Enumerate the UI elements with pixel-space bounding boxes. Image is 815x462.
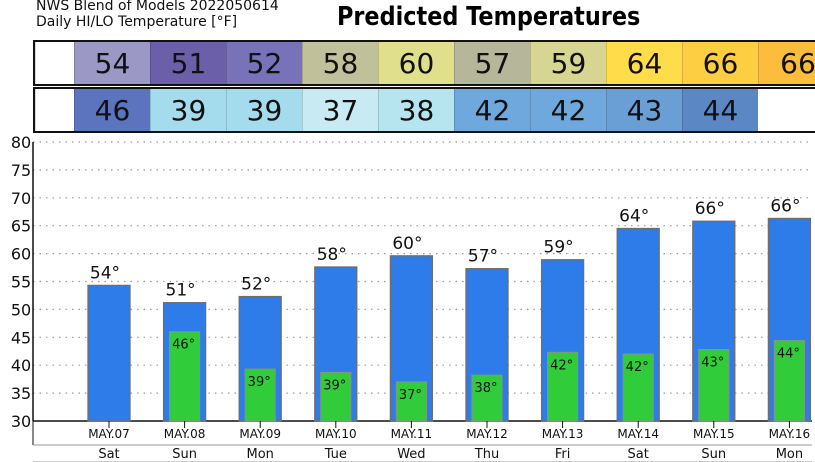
chart-subtitle: Daily HI/LO Temperature [°F]	[36, 14, 238, 30]
high-temperature-cell: 58	[302, 42, 378, 84]
high-temperature-cell: 57	[454, 42, 530, 84]
y-tick-label: 75	[11, 161, 31, 180]
low-temperature-bar	[169, 331, 201, 422]
date-tick-label: MAY.07	[88, 427, 130, 441]
day-tick-label: Fri	[555, 447, 571, 462]
low-temperature-bar	[546, 351, 579, 422]
high-temperature-cell: 60	[378, 42, 454, 84]
low-temperature-label: 37°	[399, 388, 422, 403]
high-temperature-strip: 54 51 52 58 60 57 59 64 66 66	[33, 40, 815, 86]
date-tick-label: MAY.10	[315, 427, 357, 441]
day-tick-label: Sun	[701, 447, 726, 462]
low-temperature-cell: 37	[302, 89, 378, 131]
low-temperature-label: 42°	[550, 358, 573, 373]
y-tick-label: 55	[11, 273, 31, 292]
high-temperature-label: 66°	[770, 196, 800, 216]
high-temperature-label: 58°	[317, 245, 347, 265]
high-temperature-cell: 54	[74, 42, 150, 84]
low-temperature-label: 39°	[248, 375, 271, 390]
low-temperature-cell: 43	[606, 89, 682, 131]
day-tick-label: Mon	[246, 447, 273, 462]
low-temperature-label: 46°	[172, 338, 195, 353]
low-temperature-cell: 42	[530, 89, 606, 131]
high-temperature-label: 57°	[468, 247, 498, 267]
high-temperature-label: 52°	[241, 275, 271, 295]
high-temperature-cell: 64	[606, 42, 682, 84]
date-tick-label: MAY.11	[391, 427, 433, 441]
model-run-label: NWS Blend of Models 2022050614	[36, 0, 279, 14]
high-temperature-cell: 66	[758, 42, 815, 84]
high-temperature-cell: 52	[226, 42, 302, 84]
date-tick-label: MAY.09	[239, 427, 281, 441]
low-temperature-label: 42°	[626, 360, 649, 375]
day-tick-label: Wed	[397, 447, 425, 462]
high-temperature-cell	[35, 42, 74, 84]
low-temperature-cell: 44	[682, 89, 758, 131]
high-temperature-label: 60°	[392, 234, 422, 254]
day-tick-label: Tue	[324, 447, 347, 462]
day-tick-label: Thu	[474, 447, 499, 462]
date-tick-label: MAY.13	[542, 427, 584, 441]
day-tick-label: Mon	[776, 447, 803, 462]
date-tick-label: MAY.14	[617, 427, 659, 441]
low-temperature-bar	[471, 374, 503, 422]
low-temperature-bar	[773, 340, 806, 422]
y-tick-label: 45	[11, 328, 31, 347]
high-temperature-label: 64°	[619, 206, 649, 226]
low-temperature-cell: 39	[150, 89, 226, 131]
low-temperature-cell: 42	[454, 89, 530, 131]
day-tick-label: Sun	[172, 447, 197, 462]
high-temperature-label: 66°	[695, 199, 725, 219]
date-tick-label: MAY.08	[164, 427, 206, 441]
high-temperature-cell: 66	[682, 42, 758, 84]
high-temperature-cell: 59	[530, 42, 606, 84]
y-tick-label: 30	[11, 412, 31, 431]
low-temperature-strip: 46 39 39 37 38 42 42 43 44	[33, 87, 815, 133]
high-temperature-label: 59°	[544, 238, 574, 258]
day-tick-label: Sat	[628, 447, 649, 462]
y-tick-label: 65	[11, 217, 31, 236]
low-temperature-bar	[622, 353, 654, 422]
y-tick-label: 50	[11, 300, 31, 319]
low-temperature-cell: 39	[226, 89, 302, 131]
y-tick-label: 35	[11, 384, 31, 403]
high-temperature-label: 51°	[166, 281, 196, 301]
day-tick-label: Sat	[98, 447, 119, 462]
low-temperature-cell: 46	[74, 89, 150, 131]
low-temperature-label: 44°	[777, 347, 800, 362]
date-tick-label: MAY.15	[693, 427, 735, 441]
y-tick-label: 80	[11, 133, 31, 152]
y-tick-label: 70	[11, 189, 31, 208]
chart-title: Predicted Temperatures	[337, 2, 641, 32]
low-temperature-label: 38°	[474, 381, 497, 396]
y-tick-label: 40	[11, 356, 31, 375]
date-tick-label: MAY.16	[769, 427, 811, 441]
low-temperature-label: 39°	[323, 378, 346, 393]
low-temperature-bar	[395, 381, 427, 422]
high-temperature-label: 54°	[90, 263, 120, 283]
date-tick-label: MAY.12	[466, 427, 508, 441]
high-temperature-bar	[87, 284, 131, 422]
low-temperature-cell	[35, 89, 74, 131]
low-temperature-cell: 38	[378, 89, 454, 131]
high-temperature-cell: 51	[150, 42, 226, 84]
low-temperature-label: 43°	[701, 356, 724, 371]
y-tick-label: 60	[11, 245, 31, 264]
low-temperature-bar	[698, 348, 730, 422]
